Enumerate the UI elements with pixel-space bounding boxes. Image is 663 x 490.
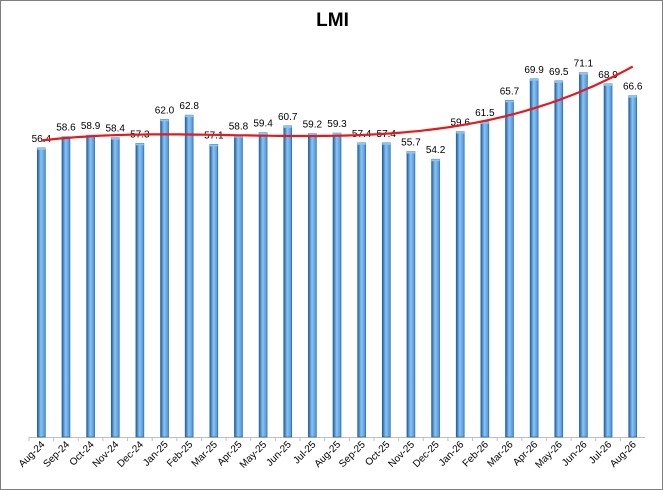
x-tick-label-Dec-25: Dec-25	[411, 439, 442, 470]
bar-cap-May-26	[554, 80, 563, 83]
bar-Jul-25	[308, 133, 317, 438]
x-tick-label-Mar-25: Mar-25	[190, 439, 220, 469]
value-label-Aug-25: 59.3	[327, 119, 347, 130]
value-label-Feb-26: 61.5	[475, 108, 495, 119]
bar-Feb-25	[184, 114, 194, 438]
bar-cap-May-25	[259, 132, 268, 135]
bar-cap-Nov-25	[406, 151, 415, 154]
bar-cap-Jun-26	[579, 72, 588, 75]
value-label-Dec-25: 54.2	[426, 145, 446, 156]
value-label-Jul-26: 68.9	[598, 70, 618, 81]
value-label-Sep-24: 58.6	[56, 123, 76, 134]
value-label-Mar-26: 65.7	[500, 86, 520, 97]
bar-cap-Apr-26	[530, 78, 539, 81]
x-tick-label-Sep-24: Sep-24	[41, 439, 72, 470]
x-tick-label-Jun-25: Jun-25	[264, 439, 294, 469]
bar-cap-Feb-25	[185, 115, 194, 118]
x-tick-label-Nov-25: Nov-25	[386, 439, 417, 470]
bar-cap-Feb-26	[480, 121, 489, 124]
x-tick-label-Nov-24: Nov-24	[91, 439, 122, 470]
bar-Aug-26	[628, 95, 637, 438]
bar-cap-Jan-26	[456, 131, 465, 134]
bar-Jan-26	[455, 131, 465, 438]
bar-Nov-24	[110, 137, 120, 438]
bar-Mar-26	[505, 99, 514, 438]
value-label-Nov-25: 55.7	[401, 138, 421, 149]
chart-title: LMI	[316, 10, 349, 31]
value-label-Jul-25: 59.2	[303, 120, 323, 131]
bar-cap-Nov-24	[111, 137, 120, 140]
value-label-Aug-26: 66.6	[623, 82, 643, 93]
bar-Apr-25	[234, 135, 243, 438]
bar-Jun-25	[283, 125, 293, 438]
bar-cap-Jul-25	[308, 133, 317, 136]
bar-cap-Mar-25	[209, 144, 218, 147]
bar-cap-Aug-24	[37, 147, 46, 150]
x-tick-label-Aug-25: Aug-25	[313, 439, 344, 470]
trendline	[41, 65, 634, 142]
value-label-Jun-25: 60.7	[278, 112, 298, 123]
bar-Sep-25	[357, 142, 366, 438]
x-tick-label-Feb-26: Feb-26	[461, 439, 491, 469]
x-tick-label-Mar-26: Mar-26	[485, 439, 515, 469]
bar-Dec-24	[135, 143, 145, 438]
x-tick-label-Dec-24: Dec-24	[115, 439, 146, 470]
bar-May-25	[258, 132, 268, 438]
bar-Aug-24	[37, 147, 46, 438]
bar-cap-Aug-26	[628, 95, 637, 98]
bar-cap-Dec-24	[135, 143, 144, 146]
bar-Apr-26	[529, 78, 539, 438]
value-label-May-26: 69.5	[549, 67, 569, 78]
bar-cap-Mar-26	[505, 100, 514, 103]
bar-cap-Apr-25	[234, 135, 243, 138]
x-tick-label-May-25: May-25	[238, 439, 270, 471]
x-tick-label-Sep-25: Sep-25	[337, 439, 368, 470]
value-label-Feb-25: 62.8	[179, 101, 199, 112]
bar-Mar-25	[209, 144, 219, 438]
bar-cap-Dec-25	[431, 159, 440, 162]
bar-cap-Sep-25	[357, 142, 366, 145]
x-tick-label-Jun-26: Jun-26	[560, 439, 590, 469]
bar-cap-Jun-25	[283, 125, 292, 128]
value-label-Jan-25: 62.0	[155, 105, 175, 116]
bar-Nov-25	[406, 151, 416, 438]
bar-Jul-26	[603, 83, 613, 438]
bar-cap-Jul-26	[604, 83, 613, 86]
x-tick-label-May-26: May-26	[534, 439, 566, 471]
value-label-Jan-26: 59.6	[450, 118, 470, 129]
bar-Oct-24	[86, 134, 95, 438]
bar-Aug-25	[332, 132, 342, 438]
value-label-May-25: 59.4	[253, 119, 273, 130]
x-tick-label-Aug-24: Aug-24	[17, 439, 48, 470]
bar-May-26	[554, 80, 564, 438]
bar-cap-Aug-25	[333, 133, 341, 136]
bar-Feb-26	[480, 121, 490, 438]
bar-cap-Oct-25	[382, 142, 391, 145]
value-label-Nov-24: 58.4	[106, 124, 126, 135]
bar-Sep-24	[61, 136, 71, 438]
value-label-Apr-26: 69.9	[524, 65, 544, 76]
bar-Jan-25	[160, 118, 169, 438]
value-label-Oct-24: 58.9	[81, 121, 101, 132]
bar-cap-Jan-25	[160, 119, 169, 122]
bar-Oct-25	[381, 142, 391, 438]
value-label-Apr-25: 58.8	[229, 122, 249, 133]
bar-Jun-26	[579, 72, 588, 438]
bar-Dec-25	[431, 158, 440, 438]
x-tick-label-Feb-25: Feb-25	[165, 439, 195, 469]
x-tick-label-Aug-26: Aug-26	[608, 439, 639, 470]
value-label-Jun-26: 71.1	[574, 59, 594, 70]
